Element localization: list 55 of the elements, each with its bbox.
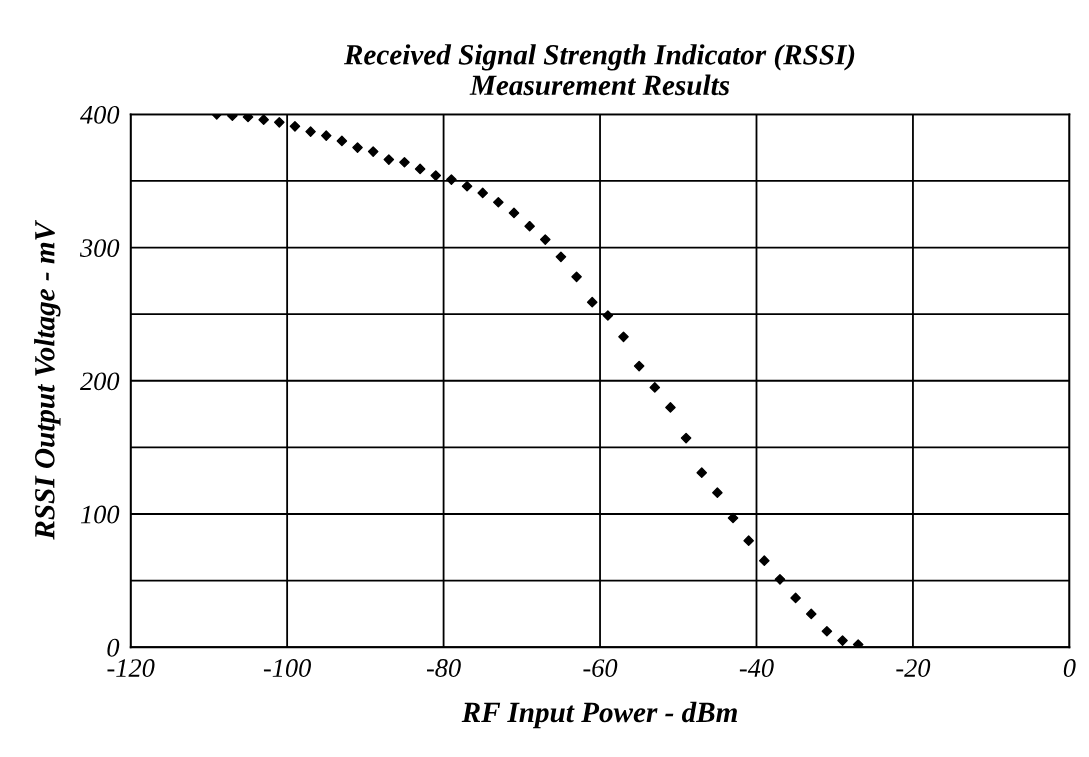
y-tick-label: 100 xyxy=(80,505,120,524)
x-tick-label: -40 xyxy=(739,659,774,677)
point xyxy=(837,635,848,646)
point xyxy=(305,126,316,137)
x-tick-label: -60 xyxy=(583,659,618,677)
point xyxy=(383,154,395,165)
point xyxy=(258,114,269,125)
point xyxy=(571,271,582,283)
chart-title: Received Signal Strength Indicator (RSSI) Measurement Results xyxy=(343,44,855,96)
point xyxy=(680,432,692,444)
x-tick-label: -100 xyxy=(263,659,311,677)
point xyxy=(618,331,629,343)
y-axis-title: RSSI Output Voltage - mV xyxy=(34,219,61,540)
point xyxy=(790,592,801,604)
point xyxy=(586,296,598,308)
point xyxy=(352,142,363,153)
point xyxy=(712,487,723,498)
point xyxy=(539,234,551,245)
point xyxy=(852,639,864,648)
point xyxy=(727,512,739,524)
y-tick-label: 300 xyxy=(79,239,120,257)
point xyxy=(649,382,661,393)
point xyxy=(274,116,285,128)
point xyxy=(336,135,348,147)
point xyxy=(805,608,817,620)
y-tick-label: 200 xyxy=(80,372,120,391)
point xyxy=(289,120,301,132)
point xyxy=(446,174,457,185)
point xyxy=(524,220,535,232)
point xyxy=(508,207,520,219)
point xyxy=(633,360,645,372)
point xyxy=(320,130,332,141)
point xyxy=(399,156,410,168)
point xyxy=(367,146,379,157)
x-tick-label: 0 xyxy=(1063,659,1076,677)
point xyxy=(461,180,473,192)
point xyxy=(430,170,442,181)
point xyxy=(493,196,504,208)
point xyxy=(774,573,786,585)
point xyxy=(743,535,754,546)
x-tick-label: -120 xyxy=(107,659,155,677)
point xyxy=(555,251,567,263)
point xyxy=(759,555,770,566)
point xyxy=(696,467,708,479)
y-tick-label: 400 xyxy=(80,105,120,124)
point xyxy=(414,163,426,175)
x-axis-title: RF Input Power - dBm xyxy=(461,701,737,729)
point xyxy=(665,402,676,413)
point xyxy=(602,310,614,321)
point xyxy=(821,625,833,637)
x-tick-label: -80 xyxy=(426,659,461,677)
y-tick-label: 0 xyxy=(107,638,120,657)
x-tick-label: -20 xyxy=(896,659,931,677)
point xyxy=(477,187,489,199)
point xyxy=(242,114,254,123)
